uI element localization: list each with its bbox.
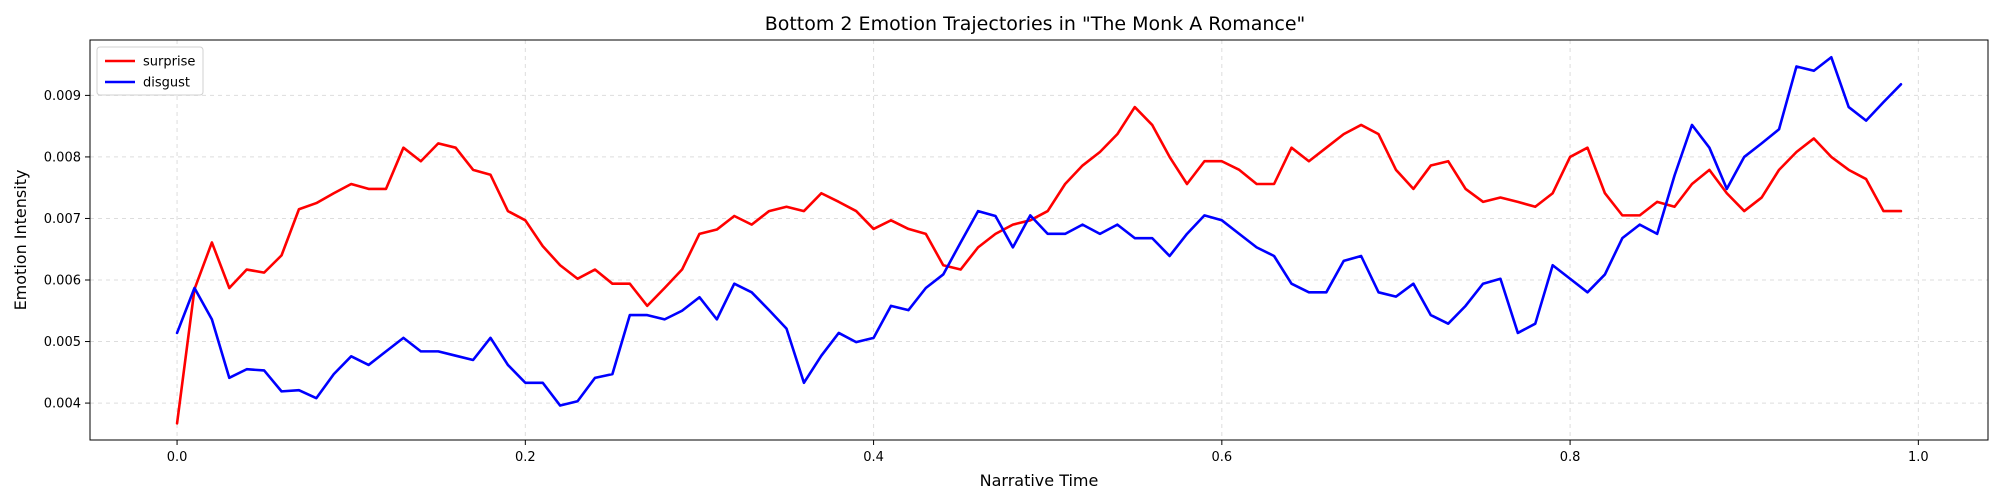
y-tick-label: 0.006 [44,274,81,289]
x-tick-label: 1.0 [1908,450,1929,465]
series-line-surprise [175,105,1903,425]
y-tick-label: 0.005 [44,335,81,350]
series-lines [175,55,1903,425]
y-tick-label: 0.004 [44,397,81,412]
y-axis-label: Emotion Intensity [11,170,30,311]
x-tick-label: 0.2 [515,450,536,465]
x-tick-label: 0.0 [167,450,188,465]
grid [90,40,1988,440]
y-tick-label: 0.008 [44,150,81,165]
legend-label-surprise: surprise [143,55,195,70]
x-tick-label: 0.6 [1211,450,1232,465]
legend: surprise disgust [96,46,204,96]
axis-ticks: 0.0 0.2 0.4 0.6 0.8 1.0 0.004 0.005 0.006 0.007 0.… [44,89,1929,465]
x-tick-label: 0.4 [863,450,884,465]
y-tick-label: 0.007 [44,212,81,227]
series-line-disgust [175,55,1903,407]
plot-frame [89,39,1989,441]
x-tick-label: 0.8 [1560,450,1581,465]
y-tick-label: 0.009 [44,89,81,104]
chart-title: Bottom 2 Emotion Trajectories in "The Mo… [765,13,1306,35]
legend-label-disgust: disgust [143,76,190,91]
x-axis-label: Narrative Time [980,471,1099,490]
